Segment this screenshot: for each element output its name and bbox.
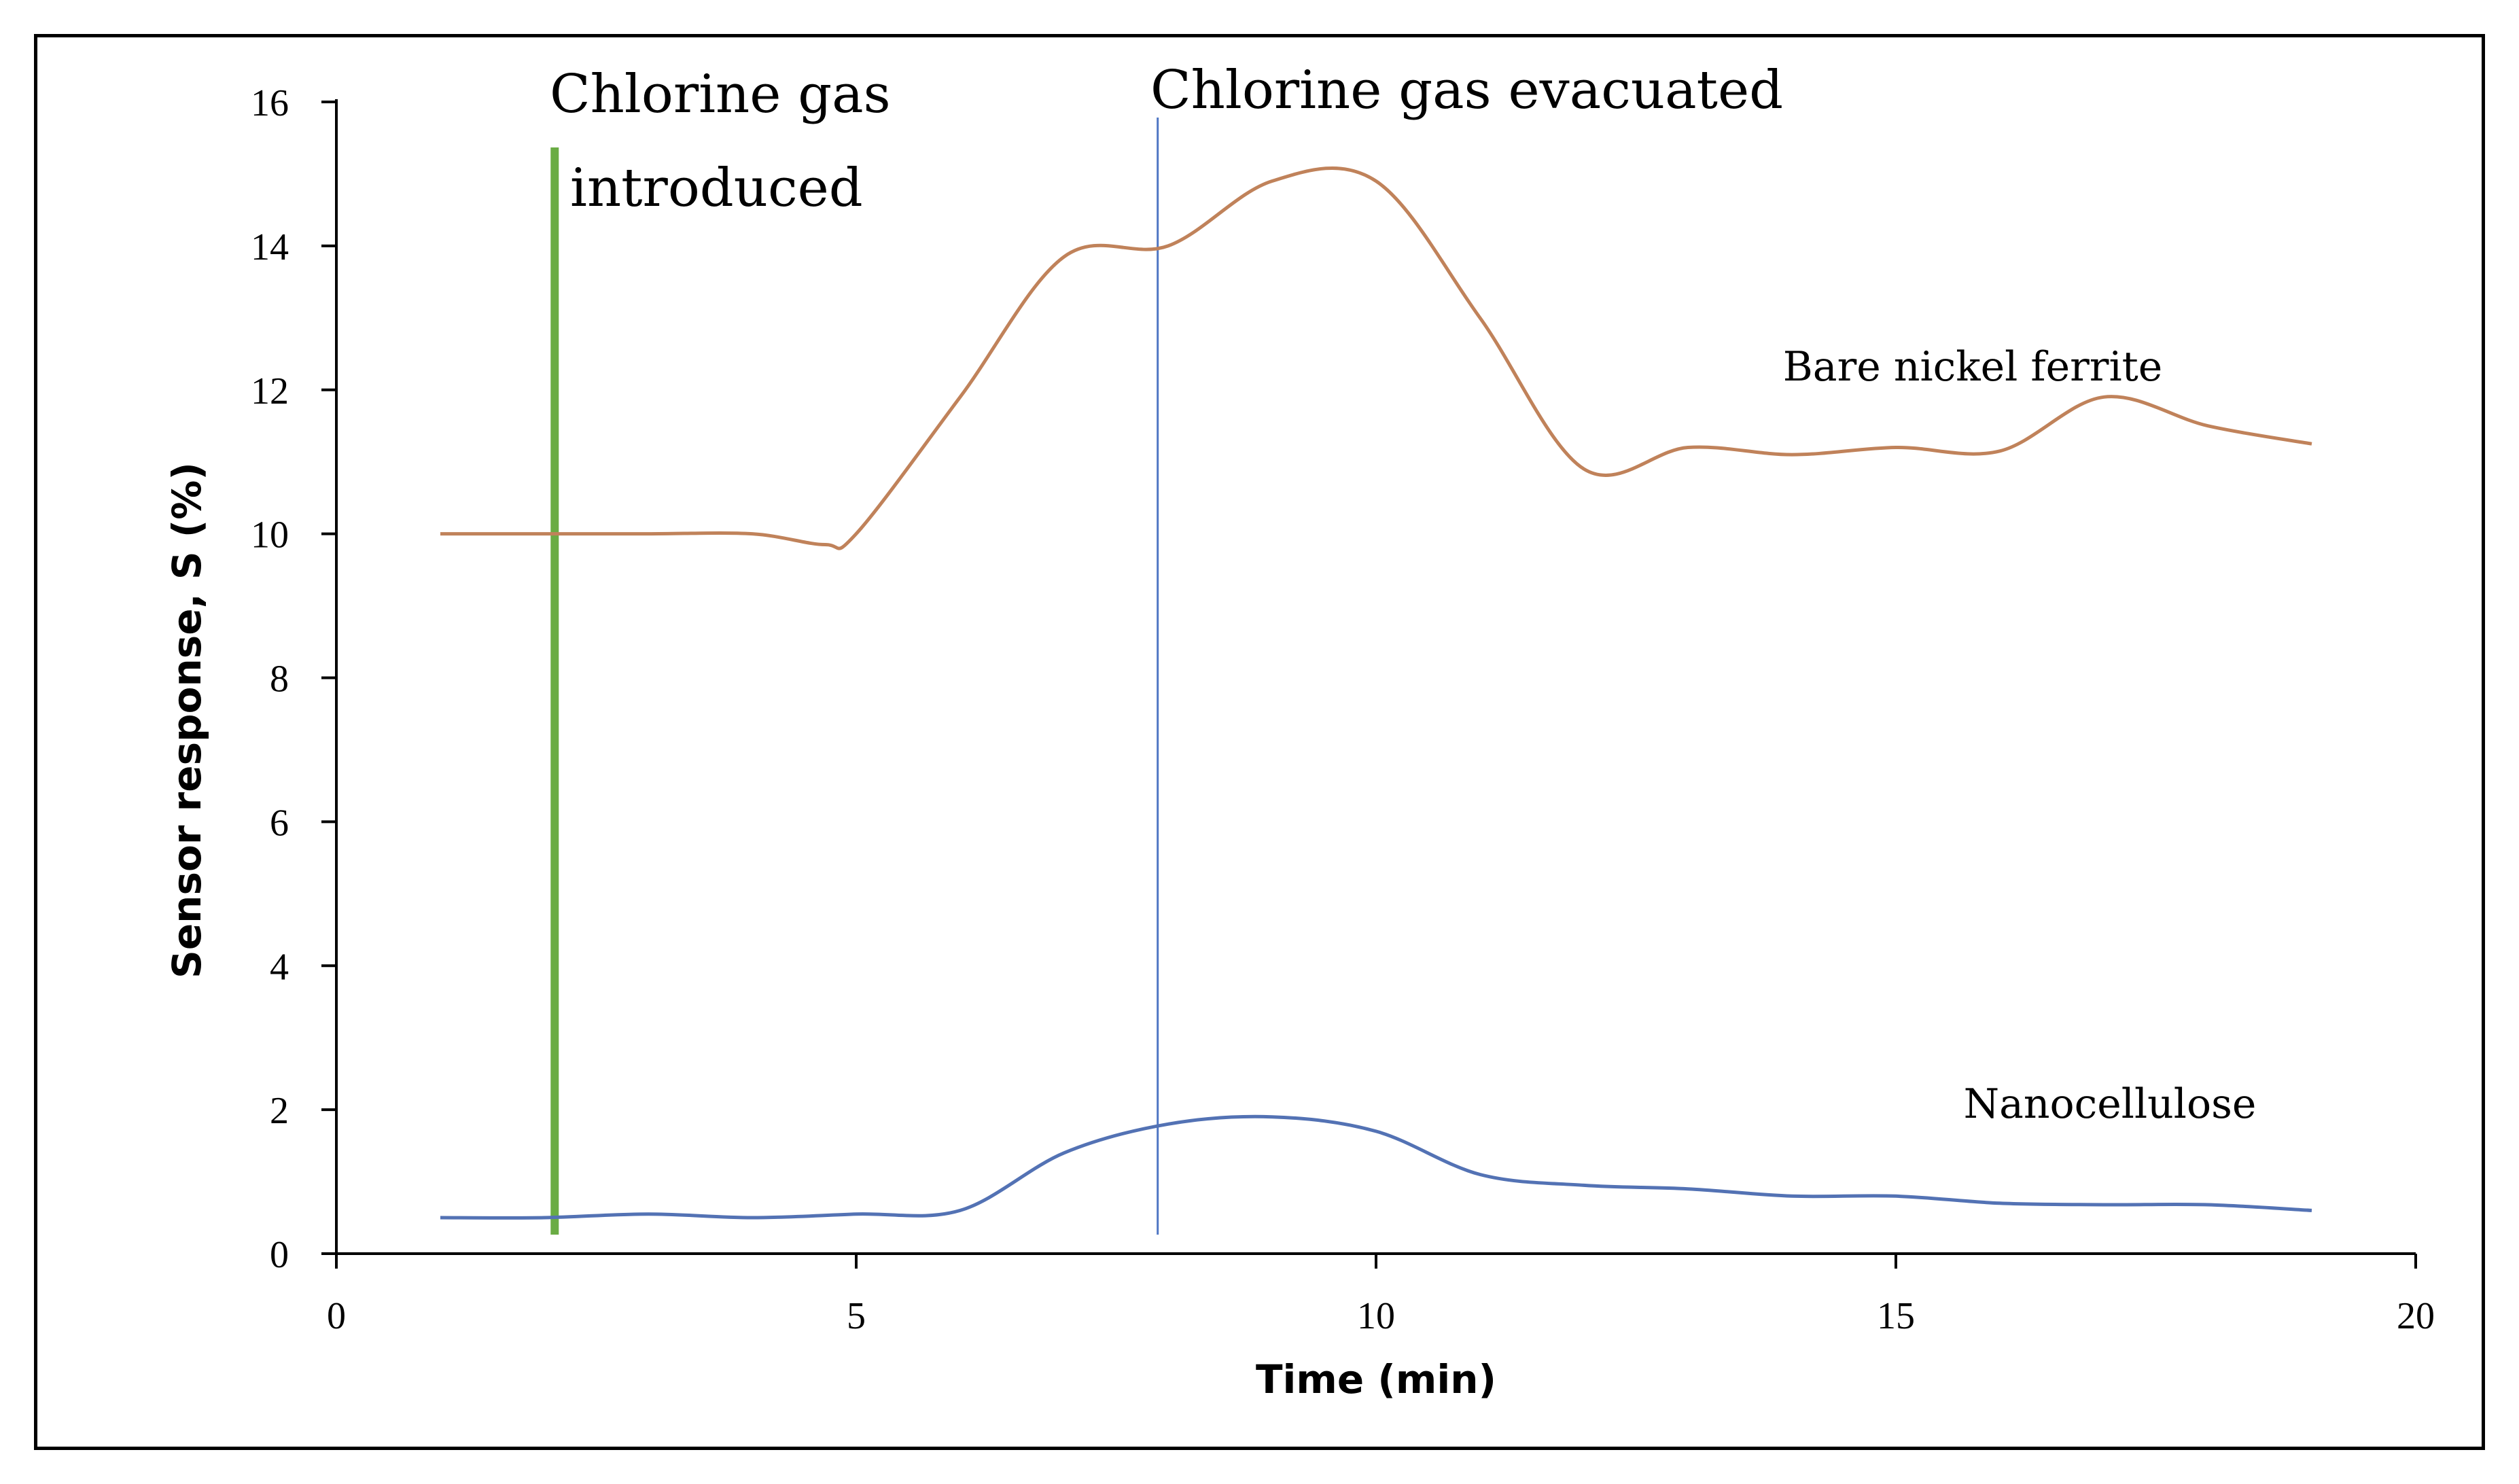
series-line-nanocellulose (440, 1114, 2312, 1220)
x-tick-label: 10 (1357, 1295, 1395, 1337)
x-tick-label: 15 (1877, 1295, 1915, 1337)
series-label-nanocellulose: Nanocellulose (1964, 1080, 2257, 1128)
gas-introduced-label-line1: Chlorine gas (550, 64, 891, 125)
x-axis-title: Time (min) (1256, 1356, 1496, 1402)
y-tick-label: 8 (270, 658, 289, 701)
gas-evacuated-label: Chlorine gas evacuated (1150, 60, 1783, 121)
gas-introduced-label-line2: introduced (570, 158, 863, 219)
y-tick-label: 16 (251, 82, 289, 124)
series-line-bare-nickel-ferrite (440, 166, 2312, 550)
x-tick-label: 5 (847, 1295, 866, 1337)
y-tick-label: 10 (251, 514, 289, 556)
x-tick-label: 0 (327, 1295, 346, 1337)
y-tick-label: 6 (270, 802, 289, 844)
y-tick-label: 2 (270, 1090, 289, 1132)
chart-svg: 0 2 4 6 8 10 12 14 16 0 5 10 15 20 Time (min) Sensor … (164, 60, 2435, 1402)
y-tick-label: 4 (270, 946, 289, 988)
y-tick-label: 12 (251, 370, 289, 412)
tick-layer: 0 2 4 6 8 10 12 14 16 0 5 10 15 20 (251, 82, 2435, 1337)
y-tick-label: 14 (251, 226, 289, 268)
x-tick-label: 20 (2397, 1295, 2435, 1337)
chart-frame: 0 2 4 6 8 10 12 14 16 0 5 10 15 20 Time (min) Sensor … (34, 34, 2485, 1450)
series-layer (440, 166, 2312, 1220)
marker-layer (550, 118, 1159, 1235)
series-label-bare-nickel-ferrite: Bare nickel ferrite (1783, 343, 2163, 391)
y-tick-label: 0 (270, 1234, 289, 1276)
y-axis-title: Sensor response, S (%) (164, 462, 210, 978)
